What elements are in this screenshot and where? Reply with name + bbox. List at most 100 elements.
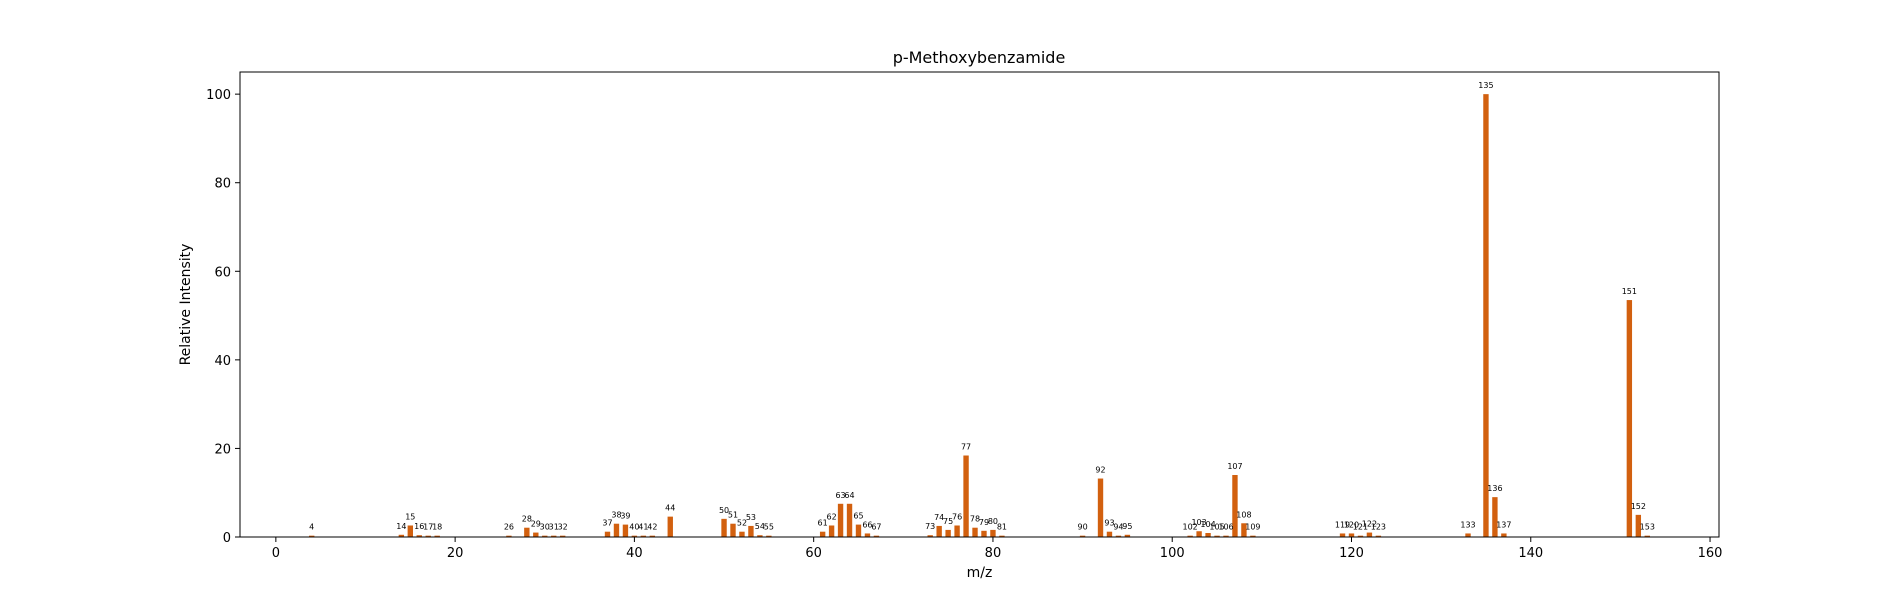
peak-label-mz-52: 52: [737, 519, 747, 528]
peak-label-mz-16: 16: [414, 522, 424, 531]
bar-mz-121: [1357, 535, 1364, 537]
peak-label-mz-51: 51: [728, 511, 738, 520]
bar-mz-65: [855, 524, 862, 537]
bar-mz-80: [990, 529, 996, 537]
peak-label-mz-53: 53: [746, 513, 756, 522]
peak-label-mz-15: 15: [405, 512, 415, 521]
y-tick-label: 20: [214, 442, 231, 457]
peak-label-mz-31: 31: [549, 523, 559, 532]
peak-label-mz-55: 55: [764, 523, 774, 532]
bar-mz-93: [1106, 531, 1113, 537]
peak-label-mz-135: 135: [1478, 81, 1493, 90]
peak-label-mz-104: 104: [1200, 520, 1215, 529]
bar-mz-106: [1223, 535, 1229, 537]
peak-label-mz-137: 137: [1496, 520, 1511, 529]
peak-label-mz-18: 18: [432, 523, 442, 532]
bar-mz-50: [721, 518, 727, 537]
bar-mz-62: [828, 525, 835, 537]
bar-mz-94: [1115, 535, 1122, 537]
peak-label-mz-92: 92: [1095, 466, 1105, 475]
peak-label-mz-107: 107: [1227, 462, 1242, 471]
x-tick-label: 160: [1698, 546, 1723, 561]
peak-label-mz-61: 61: [818, 519, 828, 528]
bar-mz-120: [1348, 533, 1355, 537]
x-tick-label: 140: [1518, 546, 1543, 561]
x-tick-label: 40: [626, 546, 643, 561]
peak-label-mz-122: 122: [1362, 520, 1377, 529]
chart-title: p-Methoxybenzamide: [893, 48, 1066, 67]
peak-label-mz-74: 74: [934, 513, 944, 522]
bar-mz-4: [309, 535, 315, 537]
peak-label-mz-79: 79: [979, 518, 989, 527]
peak-label-mz-81: 81: [997, 523, 1007, 532]
bar-mz-107: [1232, 475, 1238, 537]
bar-mz-77: [963, 455, 969, 537]
bar-mz-41: [640, 535, 647, 537]
x-tick-label: 120: [1339, 546, 1364, 561]
peak-label-mz-120: 120: [1344, 520, 1359, 529]
peak-label-mz-65: 65: [853, 512, 863, 521]
x-axis-label: m/z: [967, 565, 993, 581]
bar-mz-37: [604, 531, 611, 537]
peak-label-mz-153: 153: [1640, 523, 1655, 532]
bar-mz-63: [837, 503, 844, 537]
peak-label-mz-108: 108: [1236, 510, 1251, 519]
plot-area-frame: [239, 71, 1720, 538]
bar-mz-44: [667, 516, 673, 537]
bar-mz-15: [407, 525, 413, 537]
peak-label-mz-41: 41: [638, 523, 648, 532]
bar-mz-108: [1241, 523, 1247, 537]
bar-mz-119: [1339, 533, 1346, 537]
bar-mz-64: [846, 503, 853, 537]
peak-label-mz-38: 38: [611, 511, 621, 520]
peak-label-mz-66: 66: [862, 520, 872, 529]
bars-group: [309, 94, 1650, 537]
bar-mz-17: [425, 535, 431, 537]
bar-mz-109: [1250, 535, 1256, 537]
peak-label-mz-103: 103: [1191, 518, 1206, 527]
bar-mz-102: [1187, 535, 1193, 537]
peak-label-mz-44: 44: [665, 504, 675, 513]
bar-mz-105: [1214, 535, 1220, 537]
y-axis: 0 20 40 60 80 100: [206, 88, 240, 546]
peak-label-mz-50: 50: [719, 506, 729, 515]
bar-mz-51: [730, 523, 736, 537]
y-tick-label: 0: [223, 531, 231, 546]
bar-mz-28: [524, 527, 530, 537]
peak-label-mz-123: 123: [1371, 523, 1386, 532]
bar-mz-53: [748, 525, 754, 537]
peak-label-mz-37: 37: [602, 519, 612, 528]
peak-label-mz-17: 17: [423, 523, 433, 532]
bar-mz-153: [1644, 535, 1650, 537]
y-axis-label: Relative Intensity: [178, 244, 194, 366]
bar-mz-14: [398, 534, 405, 537]
bar-mz-16: [416, 535, 422, 537]
bar-mz-75: [945, 529, 951, 537]
peak-label-mz-121: 121: [1353, 523, 1368, 532]
bar-mz-122: [1366, 532, 1373, 537]
peak-label-mz-106: 106: [1218, 523, 1233, 532]
bar-mz-137: [1501, 533, 1507, 537]
bar-mz-81: [999, 535, 1005, 537]
bar-mz-74: [936, 525, 942, 537]
bar-mz-152: [1635, 514, 1642, 537]
peak-label-mz-29: 29: [531, 520, 541, 529]
peak-label-mz-80: 80: [988, 517, 998, 526]
bar-mz-73: [927, 535, 933, 537]
x-tick-label: 20: [447, 546, 464, 561]
bar-mz-18: [434, 535, 440, 537]
peak-label-mz-73: 73: [925, 522, 935, 531]
y-tick-label: 60: [214, 265, 231, 280]
bar-mz-78: [972, 527, 978, 537]
peak-label-mz-39: 39: [620, 512, 630, 521]
bar-mz-67: [873, 535, 880, 537]
bar-mz-61: [819, 531, 826, 537]
peak-label-mz-63: 63: [835, 491, 845, 500]
peak-label-mz-93: 93: [1104, 519, 1114, 528]
bar-mz-66: [864, 533, 871, 537]
bar-mz-90: [1079, 535, 1086, 537]
peak-label-mz-54: 54: [755, 522, 765, 531]
bar-mz-55: [766, 535, 772, 537]
x-axis: 0 20 40 60 80 100 120 140 160: [272, 537, 1723, 561]
y-tick-label: 100: [206, 88, 231, 103]
